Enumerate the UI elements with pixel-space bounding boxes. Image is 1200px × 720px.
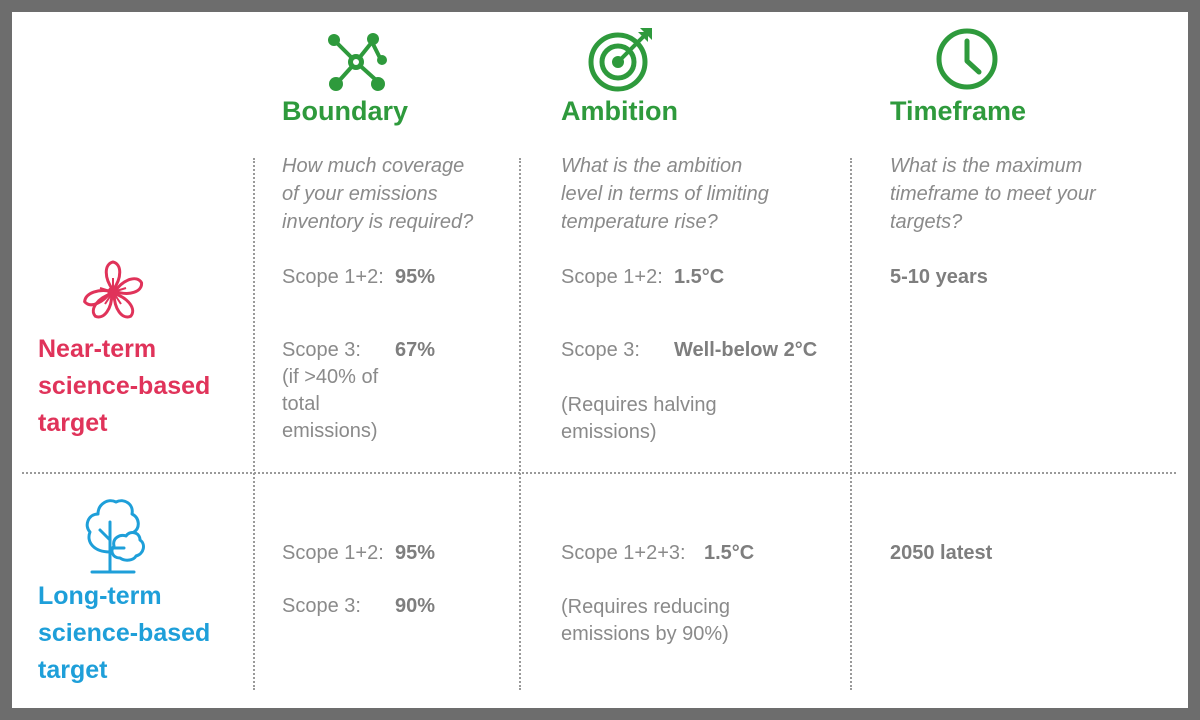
long-boundary-scope3-label: Scope 3: xyxy=(282,595,361,617)
near-boundary-scope12-value: 95% xyxy=(395,266,436,288)
sbt-criteria-card: Boundary Ambition Timeframe How much cov… xyxy=(12,12,1188,708)
long-timeframe-value: 2050 latest xyxy=(890,542,993,564)
near-timeframe-value: 5-10 years xyxy=(890,266,988,288)
row-divider xyxy=(22,472,1176,474)
near-term-label: Near-term science-based target xyxy=(38,335,211,437)
target-arrow-icon xyxy=(588,28,652,92)
column-title-timeframe: Timeframe xyxy=(890,96,1027,126)
near-ambition-scope3-value: Well-below 2°C xyxy=(674,339,818,361)
near-ambition-scope3-label: Scope 3: xyxy=(561,339,640,361)
column-title-boundary: Boundary xyxy=(282,96,409,126)
clock-icon xyxy=(936,28,998,90)
near-boundary-scope3-label: Scope 3: xyxy=(282,339,361,361)
near-ambition-scope12-label: Scope 1+2: xyxy=(561,266,663,288)
near-boundary-scope3-note: (if >40% of total emissions) xyxy=(282,366,379,442)
long-boundary-scope3-value: 90% xyxy=(395,595,436,617)
ambition-question: What is the ambition level in terms of l… xyxy=(561,155,769,233)
near-ambition-scope12-value: 1.5°C xyxy=(674,266,725,288)
tree-icon xyxy=(85,499,145,574)
column-divider xyxy=(850,158,852,690)
long-boundary-scope12-label: Scope 1+2: xyxy=(282,542,384,564)
long-term-label: Long-term science-based target xyxy=(38,582,211,684)
network-nodes-icon xyxy=(328,33,387,91)
long-ambition-scope123-value: 1.5°C xyxy=(704,542,755,564)
column-divider xyxy=(519,158,521,690)
long-boundary-scope12-value: 95% xyxy=(395,542,436,564)
near-boundary-scope12-label: Scope 1+2: xyxy=(282,266,384,288)
near-ambition-note: (Requires halving emissions) xyxy=(561,394,717,443)
long-ambition-note: (Requires reducing emissions by 90%) xyxy=(561,596,730,645)
timeframe-question: What is the maximum timeframe to meet yo… xyxy=(890,155,1096,233)
flower-icon xyxy=(83,260,144,319)
column-divider xyxy=(253,158,255,690)
column-title-ambition: Ambition xyxy=(561,96,678,126)
long-ambition-scope123-label: Scope 1+2+3: xyxy=(561,542,686,564)
near-boundary-scope3-value: 67% xyxy=(395,339,436,361)
boundary-question: How much coverage of your emissions inve… xyxy=(282,155,474,233)
